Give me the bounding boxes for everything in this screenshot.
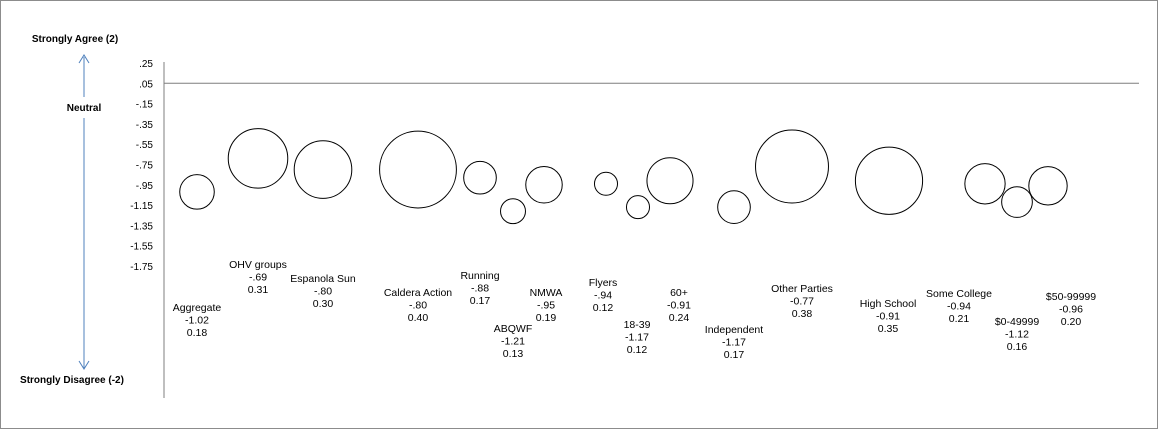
y-tick-label: -.15 [136,100,154,111]
bubble-label-sd-some-college: 0.21 [949,313,970,325]
bubble-18-39 [625,195,651,220]
bubbles [179,128,1068,225]
agreement-scale: Strongly Agree (2) Neutral Strongly Disagr… [20,34,124,386]
bubble-other-parties [755,129,829,204]
y-tick-label: -.95 [136,181,154,192]
scale-label-bottom: Strongly Disagree (-2) [20,375,124,386]
y-tick-label: .25 [139,59,153,70]
bubble-label-mean-ohv-groups: -.69 [249,272,267,284]
bubble-label-sd-high-school: 0.35 [878,323,899,335]
bubble-label-name-high-school: High School [860,298,917,310]
bubble-label-name-running: Running [460,270,499,282]
bubble-label-sd-caldera-action: 0.40 [408,312,429,324]
bubble-label-mean-independent: -1.17 [722,337,746,349]
y-tick-label: -1.35 [130,221,153,232]
bubble-label-name-abqwf: ABQWF [494,323,533,335]
bubble-nmwa [525,166,563,204]
y-axis: .25 .05 -.15 -.35 -.55 -.75 -.95 -1.15 -1.35 -1.5… [130,59,1139,398]
bubble-label-mean-60: -0.91 [667,300,691,312]
bubble-some-college [964,163,1006,205]
bubble-label-mean-aggregate: -1.02 [185,315,209,327]
bubble-abqwf [500,198,526,225]
scale-label-middle: Neutral [67,103,102,114]
y-tick-label: -.55 [136,140,154,151]
bubble-label-sd-aggregate: 0.18 [187,327,208,339]
bubble-label-name-18-39: 18-39 [624,319,651,331]
bubble-label-name-some-college: Some College [926,288,992,300]
bubble-60 [646,157,694,205]
bubble-label-mean-0-49999: -1.12 [1005,329,1029,341]
bubble-label-sd-flyers: 0.12 [593,302,614,314]
bubble-label-mean-some-college: -0.94 [947,301,971,313]
bubble-label-sd-60: 0.24 [669,312,690,324]
bubble-label-mean-flyers: -.94 [594,290,612,302]
y-tick-label: .05 [139,79,153,90]
bubble-label-sd-running: 0.17 [470,295,491,307]
bubble-0-49999 [1001,186,1033,218]
bubble-label-sd-ohv-groups: 0.31 [248,284,269,296]
bubble-label-name-other-parties: Other Parties [771,283,833,295]
y-tick-label: -.75 [136,161,154,172]
bubble-label-mean-18-39: -1.17 [625,332,649,344]
bubble-label-name-0-49999: $0-49999 [995,316,1040,328]
bubble-label-mean-50-99999: -0.96 [1059,304,1083,316]
bubble-label-sd-independent: 0.17 [724,349,745,361]
bubble-label-name-nmwa: NMWA [530,287,563,299]
bubble-flyers [593,171,619,196]
bubble-label-sd-espanola-sun: 0.30 [313,298,334,310]
bubble-label-sd-abqwf: 0.13 [503,348,524,360]
bubble-ohv-groups [227,128,289,189]
bubble-caldera-action [379,130,457,209]
bubble-50-99999 [1028,166,1068,206]
scale-label-top: Strongly Agree (2) [32,34,118,45]
bubble-labels: Aggregate-1.020.18 OHV groups-.690.31 Espa… [173,259,1096,361]
bubble-label-sd-other-parties: 0.38 [792,308,813,320]
bubble-label-mean-nmwa: -.95 [537,300,555,312]
bubble-label-mean-other-parties: -0.77 [790,296,814,308]
bubble-espanola-sun [293,140,353,199]
y-tick-label: -.35 [136,120,154,131]
arrow-down-head [78,360,90,370]
bubble-high-school [854,146,924,215]
bubble-label-name-aggregate: Aggregate [173,302,222,314]
bubble-label-mean-espanola-sun: -.80 [314,286,332,298]
y-tick-label: -1.75 [130,262,153,273]
bubble-label-sd-nmwa: 0.19 [536,312,557,324]
bubble-label-mean-high-school: -0.91 [876,311,900,323]
bubble-label-name-flyers: Flyers [589,277,618,289]
bubble-label-name-60: 60+ [670,287,688,299]
bubble-label-mean-caldera-action: -.80 [409,300,427,312]
arrow-up-head [78,54,90,64]
bubble-label-name-50-99999: $50-99999 [1046,291,1096,303]
y-tick-label: -1.15 [130,201,153,212]
bubble-label-name-independent: Independent [705,324,763,336]
bubble-label-sd-0-49999: 0.16 [1007,341,1028,353]
bubble-label-sd-18-39: 0.12 [627,344,648,356]
bubble-running [463,160,497,195]
bubble-label-name-espanola-sun: Espanola Sun [290,273,356,285]
y-tick-label: -1.55 [130,242,153,253]
bubble-label-sd-50-99999: 0.20 [1061,316,1082,328]
bubble-aggregate [179,174,215,210]
bubble-label-mean-running: -.88 [471,283,489,295]
bubble-independent [717,190,751,224]
bubble-label-mean-abqwf: -1.21 [501,336,525,348]
bubble-label-name-caldera-action: Caldera Action [384,287,452,299]
bubble-label-name-ohv-groups: OHV groups [229,259,287,271]
